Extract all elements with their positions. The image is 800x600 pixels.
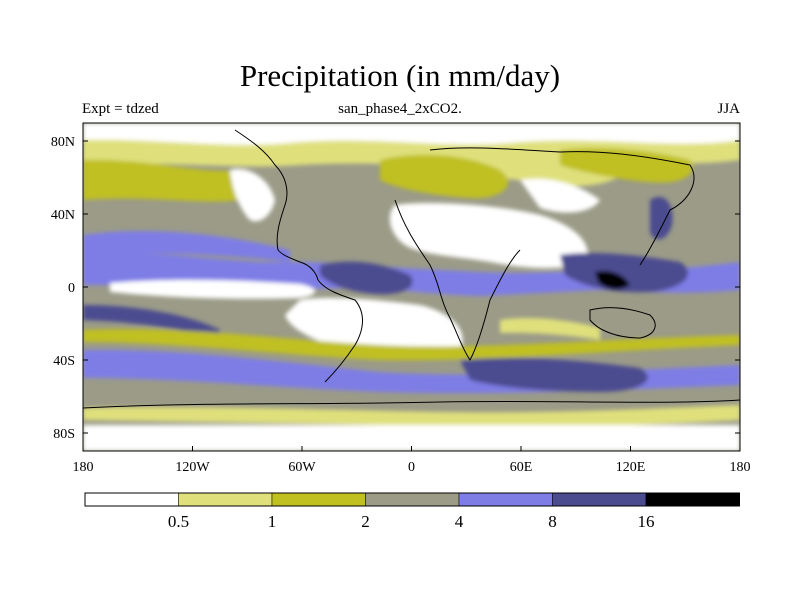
colorbar-label: 0.5: [168, 512, 189, 531]
precip-pacific-dry-tongue: [110, 280, 315, 299]
precip-siberia-olive: [560, 148, 693, 183]
precip-asia-dry: [520, 178, 600, 213]
coastline-antarctica: [83, 399, 740, 409]
colorbar-swatch: [365, 492, 460, 507]
colorbar: [84, 492, 740, 507]
experiment-label: Expt = tdzed: [82, 101, 159, 117]
precip-africa-monsoon: [320, 261, 413, 295]
lat-tick-label: 40S: [53, 354, 75, 369]
lon-tick-label: 60E: [510, 460, 533, 475]
colorbar-frame: [84, 492, 740, 507]
lat-tick-label: 0: [68, 281, 75, 296]
tick-marks: [82, 140, 741, 451]
precip-itcz-north-pacific: [83, 230, 290, 262]
precip-namerica-dry: [230, 169, 275, 222]
precip-npacific-olive: [83, 159, 240, 202]
precip-europe-olive: [380, 154, 509, 199]
precip-sahara-dry: [389, 203, 588, 269]
coastline-australia: [589, 307, 656, 339]
lat-tick-label: 80N: [51, 135, 75, 150]
lat-tick-label: 80S: [53, 427, 75, 442]
precip-south-olive: [83, 328, 740, 361]
coastlines: [83, 129, 740, 409]
colorbar-label: 4: [455, 512, 464, 531]
colorbar-label: 1: [268, 512, 277, 531]
lat-tick-label: 40N: [51, 208, 75, 223]
map-title: Precipitation (in mm/day): [239, 58, 561, 93]
precip-antarctic-coast: [83, 405, 740, 427]
precip-japan-max: [650, 196, 673, 240]
precip-spcz: [83, 305, 220, 340]
colorbar-swatch: [458, 492, 553, 507]
run-label: san_phase4_2xCO2.: [338, 101, 462, 117]
lon-tick-label: 120W: [175, 460, 210, 475]
colorbar-swatch: [178, 492, 273, 507]
colorbar-label: 8: [548, 512, 557, 531]
colorbar-label: 16: [638, 512, 655, 531]
precip-maritime-max: [595, 270, 630, 290]
lon-tick-label: 180: [730, 460, 751, 475]
coastline-africa: [394, 199, 521, 361]
coastline-south-america: [317, 279, 363, 383]
precip-asian-monsoon: [560, 252, 689, 293]
colorbar-label: 2: [361, 512, 370, 531]
precip-indian-ocean-yellow: [500, 317, 600, 340]
season-label: JJA: [717, 101, 740, 117]
colorbar-swatch: [84, 492, 179, 507]
coastline-north-america: [234, 129, 319, 281]
colorbar-swatch: [645, 492, 740, 507]
coastline-eurasia: [429, 147, 695, 266]
precip-southern-ocean-max: [460, 357, 648, 392]
precip-field: [83, 123, 740, 451]
lon-tick-label: 60W: [288, 460, 316, 475]
lon-tick-label: 0: [408, 460, 415, 475]
colorbar-swatch: [552, 492, 647, 507]
colorbar-swatch: [271, 492, 366, 507]
lon-tick-label: 120E: [616, 460, 646, 475]
lon-tick-label: 180: [73, 460, 94, 475]
